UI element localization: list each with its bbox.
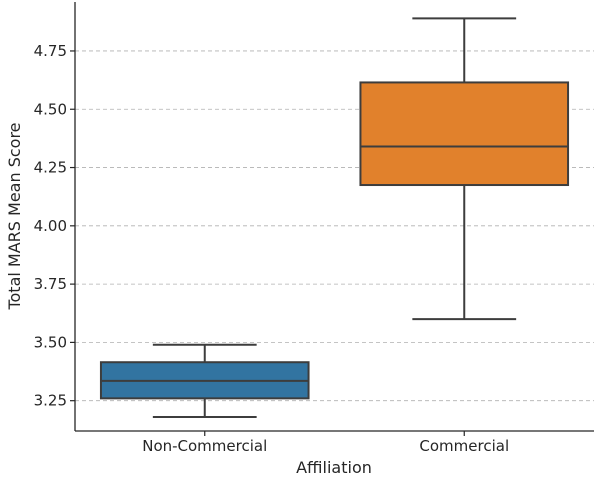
ticks: 3.25 3.50 3.75 4.00 4.25 4.50 4.75 Non-Commerci… [34, 42, 510, 455]
grid-lines [75, 50, 594, 402]
y-axis-label: Total MARS Mean Score [5, 122, 24, 310]
x-tick-label: Commercial [419, 437, 509, 455]
x-axis-label: Affiliation [296, 458, 372, 477]
y-tick-label: 4.25 [34, 159, 67, 177]
box-commercial [359, 17, 570, 321]
iqr-box [359, 81, 570, 187]
y-tick-label: 4.50 [34, 100, 67, 118]
axes [74, 2, 594, 432]
y-tick-label: 3.75 [34, 275, 67, 293]
y-tick-label: 3.25 [34, 392, 67, 410]
y-tick-label: 3.50 [34, 333, 67, 351]
x-tick-label: Non-Commercial [142, 437, 267, 455]
box-series [99, 17, 570, 419]
box-non-commercial [99, 343, 310, 419]
y-tick-label: 4.00 [34, 217, 67, 235]
y-tick-label: 4.75 [34, 42, 67, 60]
